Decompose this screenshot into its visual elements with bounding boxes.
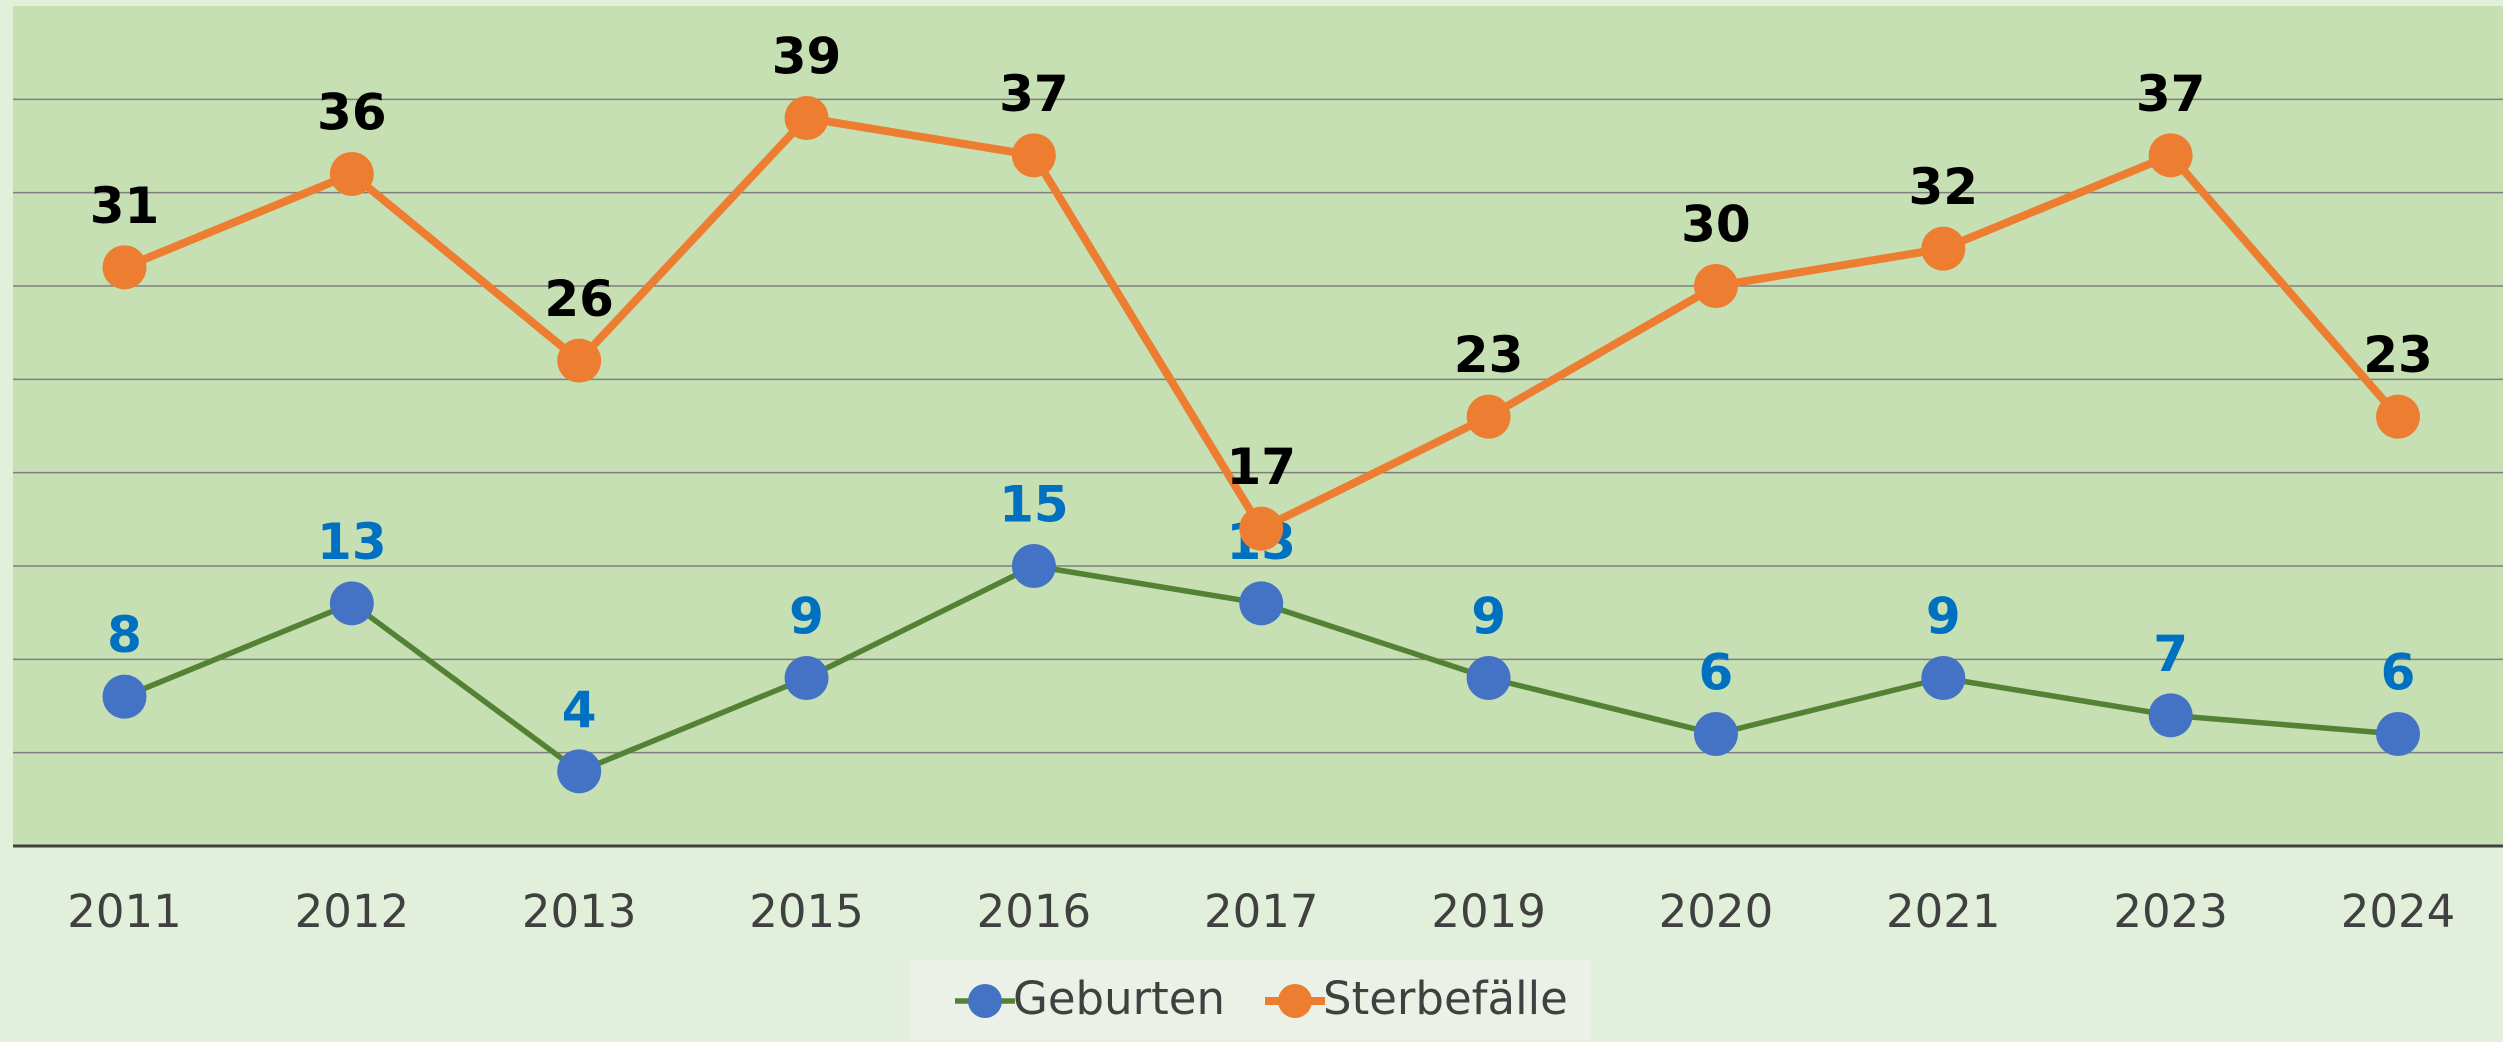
- x-tick-label: 2017: [1204, 885, 1319, 938]
- marker: [2376, 712, 2420, 756]
- data-label: 37: [2136, 65, 2206, 123]
- data-label: 8: [107, 606, 142, 664]
- marker: [557, 338, 602, 383]
- data-label: 39: [772, 28, 842, 86]
- x-tick-label: 2011: [67, 885, 182, 938]
- data-label: 37: [999, 65, 1069, 123]
- x-tick-label: 2021: [1886, 885, 2001, 938]
- marker: [2148, 133, 2193, 178]
- marker: [1921, 656, 1966, 700]
- marker: [1011, 544, 1056, 588]
- data-label: 36: [317, 84, 387, 142]
- legend-box: [910, 960, 1591, 1040]
- data-label: 9: [789, 588, 824, 646]
- data-label: 23: [1454, 326, 1524, 384]
- x-tick-label: 2015: [749, 885, 864, 938]
- data-label: 31: [90, 177, 160, 235]
- legend-label: Sterbefälle: [1323, 972, 1568, 1025]
- x-tick-label: 2013: [522, 885, 637, 938]
- legend-label: Geburten: [1013, 972, 1225, 1025]
- data-label: 15: [999, 476, 1069, 534]
- data-label: 30: [1681, 196, 1751, 254]
- marker: [1466, 394, 1511, 439]
- data-label: 9: [1471, 588, 1506, 646]
- x-tick-label: 2023: [2113, 885, 2228, 938]
- marker: [1239, 581, 1284, 626]
- marker: [329, 581, 374, 626]
- marker: [2148, 693, 2193, 738]
- plot-area: [13, 6, 2503, 846]
- data-label: 6: [1699, 644, 1734, 702]
- data-label: 32: [1909, 158, 1979, 216]
- marker: [1239, 506, 1284, 551]
- x-tick-label: 2012: [295, 885, 410, 938]
- marker: [1921, 226, 1966, 271]
- marker: [557, 749, 602, 794]
- marker: [102, 245, 147, 290]
- data-label: 6: [2381, 644, 2416, 702]
- data-label: 7: [2153, 625, 2188, 683]
- data-label: 4: [562, 681, 597, 739]
- marker: [784, 96, 829, 140]
- data-label: 23: [2363, 326, 2433, 384]
- x-tick-label: 2024: [2341, 885, 2456, 938]
- marker: [1466, 656, 1511, 700]
- data-label: 17: [1226, 438, 1296, 496]
- marker: [784, 656, 829, 700]
- legend-marker: [968, 984, 1002, 1018]
- x-tick-label: 2019: [1431, 885, 1546, 938]
- marker: [329, 152, 374, 196]
- data-label: 26: [544, 270, 614, 328]
- marker: [1011, 133, 1056, 178]
- legend-marker: [1278, 984, 1312, 1018]
- marker: [102, 674, 147, 719]
- data-label: 9: [1926, 588, 1961, 646]
- marker: [1693, 712, 1738, 756]
- marker: [1693, 264, 1738, 308]
- data-label: 13: [317, 513, 387, 571]
- x-tick-label: 2020: [1659, 885, 1774, 938]
- x-tick-label: 2016: [977, 885, 1092, 938]
- marker: [2376, 394, 2420, 439]
